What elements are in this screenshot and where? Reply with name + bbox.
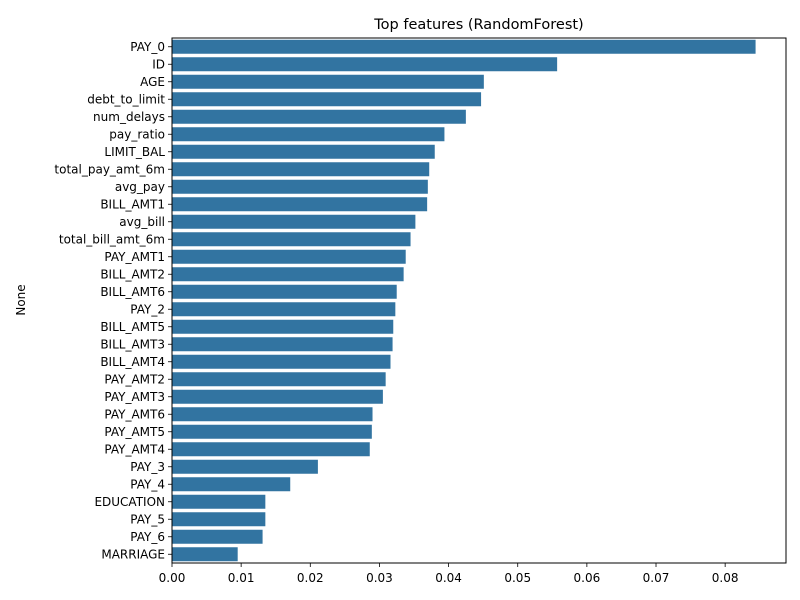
y-tick-labels: PAY_0 ID AGE debt_to_limit num_delays pay_rat… (54, 40, 172, 561)
bar (172, 57, 558, 72)
x-tick-label: 0.03 (366, 571, 393, 585)
y-tick-label: ID (152, 57, 165, 71)
y-tick-label: debt_to_limit (87, 92, 165, 106)
y-tick-label: PAY_AMT6 (104, 407, 165, 421)
bar (172, 267, 404, 282)
y-tick-label: PAY_3 (130, 460, 165, 474)
x-tick-label: 0.04 (435, 571, 462, 585)
bar (172, 337, 393, 352)
x-tick-labels: 0.00 0.01 0.02 0.03 0.04 0.05 0.06 0.07 0.08 (159, 563, 739, 585)
bar (172, 232, 411, 247)
y-tick-label: PAY_AMT5 (104, 425, 165, 439)
y-axis-label: None (14, 284, 28, 315)
y-tick-label: total_pay_amt_6m (54, 162, 165, 176)
bar (172, 372, 386, 387)
y-tick-label: total_bill_amt_6m (59, 232, 165, 246)
bar (172, 109, 466, 124)
bar (172, 424, 372, 439)
y-tick-label: PAY_AMT2 (104, 372, 165, 386)
y-tick-label: num_delays (93, 110, 165, 124)
bar (172, 477, 291, 492)
y-tick-label: avg_pay (115, 180, 165, 194)
y-tick-label: BILL_AMT1 (100, 197, 165, 211)
bar (172, 39, 756, 54)
bar (172, 354, 391, 369)
bar (172, 214, 416, 229)
x-tick-label: 0.06 (574, 571, 601, 585)
bar (172, 179, 428, 194)
x-tick-label: 0.02 (297, 571, 324, 585)
x-tick-label: 0.01 (228, 571, 255, 585)
bar (172, 547, 238, 562)
y-tick-label: EDUCATION (94, 495, 165, 509)
bar (172, 512, 266, 527)
bars-group (172, 39, 756, 562)
bar (172, 162, 430, 177)
bar (172, 249, 406, 264)
bar (172, 494, 266, 509)
chart-title: Top features (RandomForest) (373, 17, 583, 33)
bar (172, 92, 482, 107)
bar (172, 389, 383, 404)
bar (172, 127, 445, 142)
x-tick-label: 0.08 (712, 571, 739, 585)
y-tick-label: BILL_AMT4 (100, 355, 165, 369)
bar (172, 319, 394, 334)
bar (172, 144, 435, 159)
y-tick-label: MARRIAGE (101, 547, 165, 561)
bar (172, 302, 396, 317)
bar (172, 529, 263, 544)
y-tick-label: BILL_AMT6 (100, 285, 165, 299)
y-tick-label: PAY_2 (130, 302, 165, 316)
x-tick-label: 0.07 (643, 571, 670, 585)
y-tick-label: PAY_4 (130, 477, 165, 491)
y-tick-label: PAY_AMT3 (104, 390, 165, 404)
y-tick-label: PAY_5 (130, 512, 165, 526)
x-tick-label: 0.05 (504, 571, 531, 585)
bar (172, 442, 370, 457)
bar (172, 74, 484, 89)
y-tick-label: BILL_AMT2 (100, 267, 165, 281)
x-tick-label: 0.00 (159, 571, 186, 585)
bar (172, 284, 397, 299)
y-tick-label: BILL_AMT3 (100, 337, 165, 351)
bar (172, 197, 428, 212)
bar (172, 407, 373, 422)
y-tick-label: LIMIT_BAL (104, 145, 165, 159)
bar (172, 459, 318, 474)
y-tick-label: AGE (140, 75, 165, 89)
y-tick-label: pay_ratio (109, 127, 165, 141)
y-tick-label: avg_bill (119, 215, 165, 229)
y-tick-label: PAY_AMT1 (104, 250, 165, 264)
y-tick-label: PAY_AMT4 (104, 442, 165, 456)
y-tick-label: PAY_0 (130, 40, 165, 54)
plot-frame (171, 37, 787, 564)
y-tick-label: PAY_6 (130, 530, 165, 544)
y-tick-label: BILL_AMT5 (100, 320, 165, 334)
